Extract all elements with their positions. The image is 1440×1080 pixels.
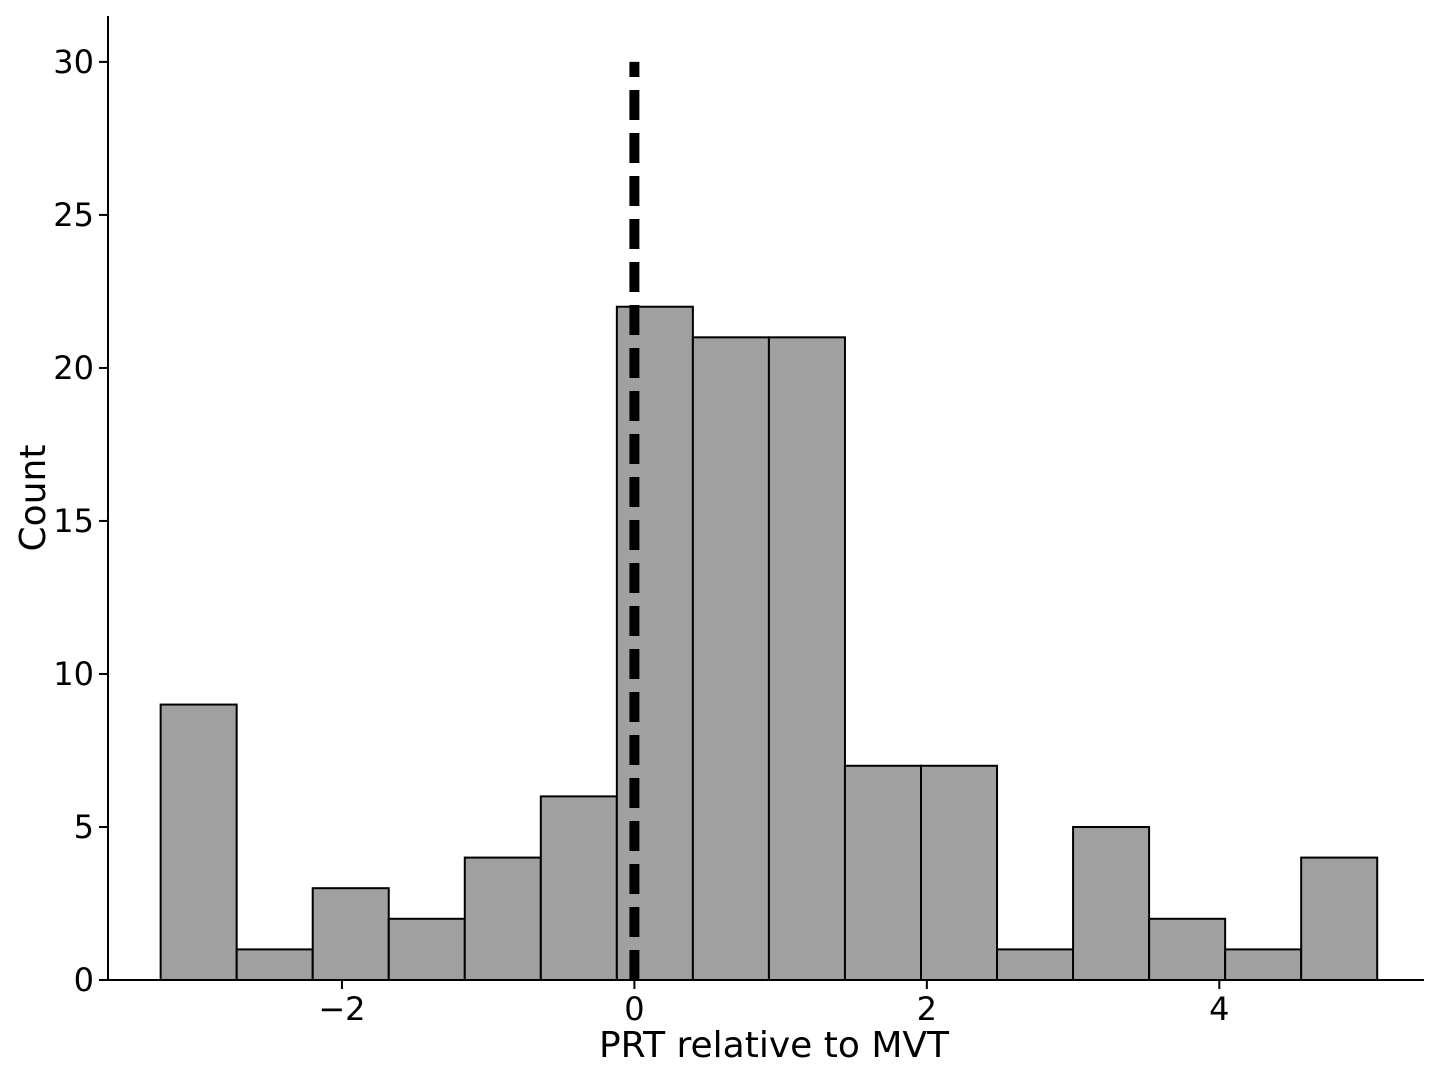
x-ticks-group: −2 0 2 4	[318, 980, 1229, 1028]
histogram-bar	[843, 764, 922, 981]
y-tick-label: 5	[74, 808, 94, 846]
histogram-bar	[387, 917, 466, 981]
histogram-bar	[996, 948, 1075, 982]
histogram-bar	[311, 887, 390, 982]
histogram-bar	[919, 764, 999, 981]
y-tick-label: 10	[53, 655, 94, 693]
x-tick-label: −2	[318, 990, 365, 1028]
y-axis-label: Count	[13, 445, 54, 552]
histogram-bar	[691, 336, 770, 982]
y-ticks-group: 0 5 10 15 20 25 30	[53, 43, 108, 999]
y-tick-label: 0	[74, 961, 94, 999]
x-tick-label: 0	[624, 990, 644, 1028]
x-axis-label: PRT relative to MVT	[599, 1025, 950, 1066]
histogram-bar	[463, 856, 542, 981]
bars-group	[159, 305, 1379, 982]
x-tick-label: 2	[917, 990, 937, 1028]
histogram-bar	[235, 948, 314, 982]
histogram-bar	[615, 305, 694, 981]
y-tick-label: 30	[53, 43, 94, 81]
histogram-bar	[159, 703, 238, 981]
histogram-bar	[1300, 856, 1379, 981]
histogram-bar	[767, 336, 846, 982]
histogram-bar	[1224, 948, 1303, 982]
histogram-bar	[1072, 825, 1151, 981]
y-tick-label: 25	[53, 196, 94, 234]
histogram-bar	[1148, 917, 1227, 981]
histogram-bar	[539, 795, 618, 982]
x-tick-label: 4	[1209, 990, 1229, 1028]
y-tick-label: 15	[53, 502, 94, 540]
y-tick-label: 20	[53, 349, 94, 387]
